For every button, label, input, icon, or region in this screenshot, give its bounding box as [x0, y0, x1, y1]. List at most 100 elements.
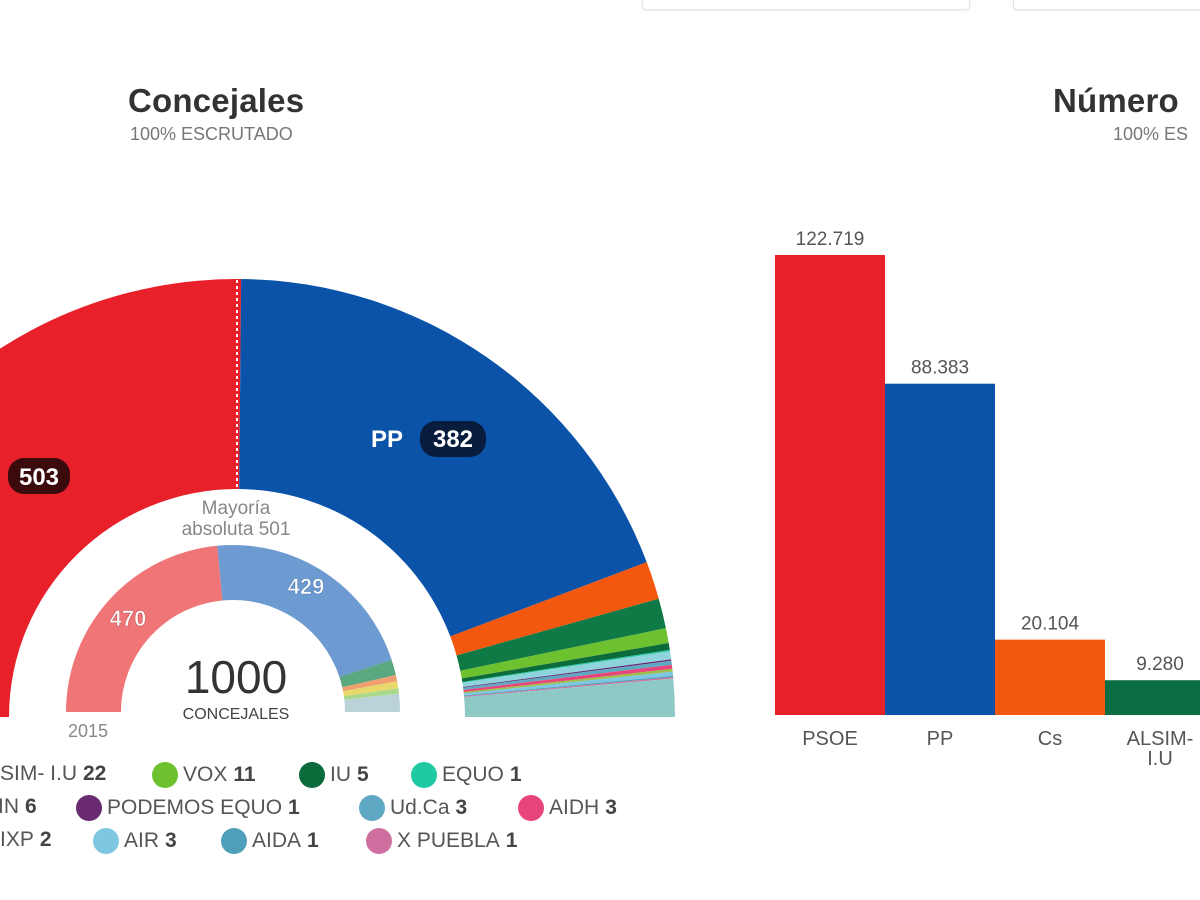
prev-seat-arc-g2 — [342, 675, 398, 692]
legend-item-name: AIDH — [549, 796, 600, 819]
vote-bar — [995, 639, 1105, 715]
seat-arc-aidh — [463, 664, 673, 692]
bar-value-label: 88.383 — [911, 358, 969, 379]
bar-category-label: I.U — [1147, 748, 1173, 770]
seat-arc-air — [463, 671, 674, 696]
legend-dot-icon — [152, 762, 178, 788]
legend-item: IN 6 — [0, 795, 37, 819]
legend-dot-icon — [411, 762, 437, 788]
legend-item: X PUEBLA 1 — [366, 828, 517, 854]
legend-item-name: X PUEBLA — [397, 829, 500, 852]
bar-value-label: 9.280 — [1136, 654, 1184, 675]
votes-bar-chart: 122.719 PSOE 88.383 PP 20.104 Cs 9.280 ALSIM-I.… — [775, 229, 1200, 770]
legend-item-value: 3 — [455, 796, 468, 819]
legend-dot-icon — [518, 795, 544, 821]
legend-item-name: VOX — [183, 763, 228, 786]
prev-psoe-label: 470 — [110, 606, 147, 631]
concejales-subtitle: 100% ESCRUTADO — [130, 124, 293, 144]
legend-item: Ud.Ca 3 — [359, 795, 467, 821]
legend-item: AIR 3 — [93, 828, 177, 854]
vote-bar — [775, 255, 885, 715]
prev-seat-arc-g1 — [339, 659, 396, 688]
legend-item-name: EQUO — [442, 763, 504, 786]
legend-item: IU 5 — [299, 762, 369, 788]
majority-label-line2: absoluta 501 — [182, 519, 291, 540]
legend-dot-icon — [366, 828, 392, 854]
seat-arc-psoe — [0, 279, 242, 717]
legend-item-value: 1 — [307, 829, 319, 852]
prev-seat-arc-g4 — [343, 688, 399, 700]
prev-seat-arc-psoe — [66, 545, 223, 712]
legend-item-name: IN — [0, 795, 19, 818]
total-seats-caption: CONCEJALES — [183, 706, 290, 723]
top-tab-box-2[interactable] — [1013, 0, 1200, 10]
seat-arc-aida — [463, 675, 674, 697]
psoe-seat-count: 503 — [19, 464, 59, 491]
prev-pp-label: 429 — [288, 574, 325, 599]
top-tab-box-1[interactable] — [642, 0, 970, 10]
total-seats: 1000 — [185, 651, 287, 703]
bar-category-label: PP — [927, 728, 954, 750]
legend-item: VOX 11 — [152, 762, 256, 788]
seat-arc-podemos-equo — [463, 659, 672, 688]
legend-item: AIDH 3 — [518, 795, 617, 821]
legend-item-name: AIDA — [252, 829, 302, 852]
legend-item: PODEMOS EQUO 1 — [76, 795, 300, 821]
bar-value-label: 20.104 — [1021, 614, 1080, 635]
legend-item-value: 1 — [505, 829, 518, 852]
bar-category-label: ALSIM- — [1127, 728, 1194, 750]
seat-arc-pp — [239, 279, 647, 637]
seat-arc-x-puebla — [464, 677, 674, 697]
legend-item-name: IXP — [0, 828, 34, 851]
legend-item-value: 3 — [605, 796, 617, 819]
psoe-label: 503 — [8, 458, 70, 494]
seat-arc-alsim-i-u — [456, 598, 666, 671]
prev-seat-arc-g3 — [343, 681, 399, 697]
legend-dot-icon — [76, 795, 102, 821]
legend-dot-icon — [299, 762, 325, 788]
legend-item: EQUO 1 — [411, 762, 522, 788]
bar-category-label: PSOE — [802, 728, 858, 750]
legend-item: SIM- I.U 22 — [0, 762, 106, 786]
previous-year-label: 2015 — [68, 721, 108, 740]
seat-arc-in — [462, 651, 672, 688]
legend-dot-icon — [93, 828, 119, 854]
legend-item-value: 1 — [288, 796, 300, 819]
legend-item-value: 5 — [357, 763, 369, 786]
parliament-chart: 503 PP 382 Mayoría absoluta 501 470 429 … — [0, 279, 675, 740]
legend-item: AIDA 1 — [221, 828, 319, 854]
votes-title: Número — [1053, 82, 1179, 119]
pp-seat-count: 382 — [433, 426, 473, 453]
concejales-title: Concejales — [128, 82, 305, 119]
legend-item-value: 11 — [233, 763, 256, 786]
legend-item: IXP 2 — [0, 828, 52, 852]
legend-item-name: AIR — [124, 829, 160, 852]
seat-arc-others — [464, 678, 675, 717]
legend-item-value: 3 — [165, 829, 177, 852]
legend-item-value: 22 — [83, 762, 107, 785]
seat-arc-equo — [462, 649, 671, 683]
seat-arc-cs — [450, 562, 659, 656]
seat-arc-vox — [460, 628, 669, 679]
bar-value-label: 122.719 — [796, 229, 865, 250]
prev-seat-arc-g5 — [344, 693, 401, 712]
prev-seat-arc-pp — [217, 545, 392, 678]
legend-item-name: PODEMOS EQUO — [107, 796, 283, 819]
seat-arc-ud-ca — [463, 660, 672, 690]
vote-bar — [885, 383, 995, 715]
pp-party-name: PP — [371, 426, 403, 453]
seat-arc-iu — [461, 643, 670, 683]
legend-item-name: IU — [330, 763, 351, 786]
legend-item-name: SIM- I.U — [0, 762, 77, 785]
votes-subtitle: 100% ES — [1113, 124, 1189, 144]
vote-bar — [1105, 680, 1200, 715]
seat-arc-ixp — [463, 668, 673, 694]
legend-dot-icon — [359, 795, 385, 821]
legend-item-value: 2 — [39, 828, 52, 851]
majority-label-line1: Mayoría — [202, 498, 271, 519]
legend-item-name: Ud.Ca — [390, 796, 450, 819]
legend-item-value: 6 — [25, 795, 37, 818]
legend-item-value: 1 — [509, 763, 522, 786]
bar-category-label: Cs — [1038, 728, 1062, 750]
legend-dot-icon — [221, 828, 247, 854]
